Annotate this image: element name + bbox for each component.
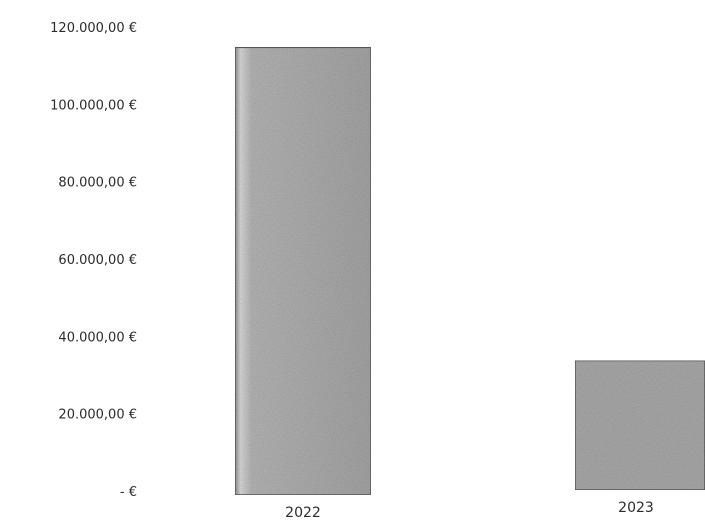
bar-2023 [574,359,705,491]
y-tick-label: 40.000,00 € [58,330,137,345]
x-axis: 2022 2023 [285,500,654,521]
y-axis: - € 20.000,00 € 40.000,00 € 60.000,00 € 80.0… [50,21,137,500]
y-tick-label: 100.000,00 € [50,98,137,113]
bar-2022 [234,46,372,496]
y-tick-label: 120.000,00 € [50,21,137,36]
y-tick-label: 20.000,00 € [58,408,137,423]
x-category-label: 2022 [285,505,321,521]
bars [234,46,705,496]
y-tick-label: - € [120,485,137,500]
y-tick-label: 60.000,00 € [58,253,137,268]
x-category-label: 2023 [618,500,654,516]
y-tick-label: 80.000,00 € [58,176,137,191]
